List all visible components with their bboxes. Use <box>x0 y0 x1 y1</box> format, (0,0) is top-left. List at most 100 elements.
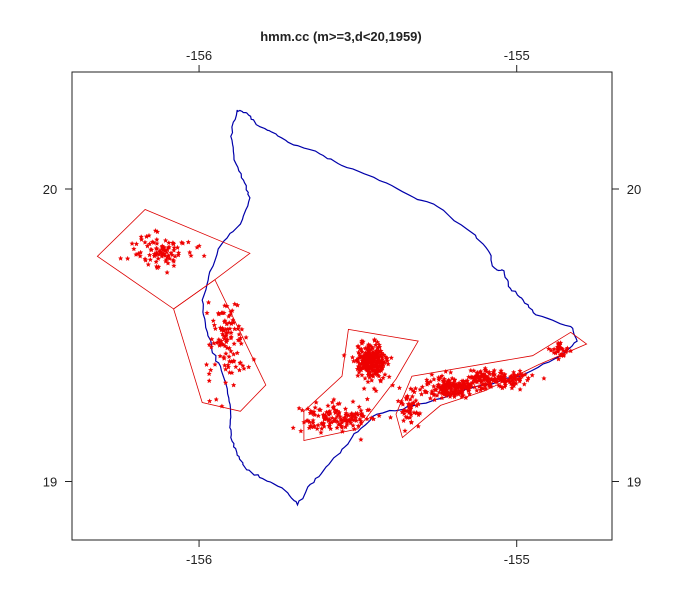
earthquake-marker <box>469 379 475 385</box>
earthquake-marker <box>436 389 442 395</box>
earthquake-marker <box>206 398 213 404</box>
earthquake-marker <box>427 395 433 401</box>
earthquake-marker <box>329 399 335 405</box>
earthquake-marker <box>153 251 159 257</box>
earthquake-marker <box>418 391 425 397</box>
earthquake-marker <box>388 355 394 361</box>
earthquake-marker <box>448 369 454 375</box>
earthquake-marker <box>246 364 252 370</box>
earthquake-marker <box>366 371 372 377</box>
earthquake-marker <box>415 412 422 418</box>
earthquake-marker <box>431 391 437 397</box>
earthquake-marker <box>201 253 207 259</box>
earthquake-marker <box>311 423 318 429</box>
earthquake-marker <box>449 375 455 381</box>
earthquake-marker <box>222 362 228 368</box>
earthquake-marker <box>493 377 499 383</box>
earthquake-marker <box>306 419 313 425</box>
earthquake-marker <box>238 340 244 346</box>
earthquake-marker <box>341 415 347 421</box>
earthquake-marker <box>358 436 364 442</box>
earthquake-marker <box>384 358 391 364</box>
earthquake-marker <box>203 361 210 367</box>
earthquake-marker <box>316 406 322 413</box>
earthquake-marker <box>236 323 242 329</box>
earthquake-marker <box>163 258 169 264</box>
earthquake-marker <box>310 417 316 423</box>
earthquake-marker <box>373 388 379 394</box>
earthquake-marker <box>299 407 305 413</box>
earthquake-marker <box>522 371 528 377</box>
earthquake-marker <box>358 411 365 417</box>
earthquake-marker <box>371 385 377 391</box>
earthquake-marker <box>339 428 346 434</box>
earthquake-marker <box>356 351 363 357</box>
earthquake-marker <box>231 357 237 364</box>
earthquake-marker <box>525 375 531 381</box>
earthquake-marker <box>380 362 387 368</box>
earthquake-marker <box>228 348 234 354</box>
earthquake-marker <box>371 336 378 342</box>
earthquake-marker <box>481 376 488 382</box>
earthquake-marker <box>355 372 361 379</box>
earthquake-marker <box>406 410 412 416</box>
earthquake-marker <box>231 382 237 388</box>
earthquake-events-layer <box>118 227 574 442</box>
earthquake-marker <box>315 422 321 428</box>
earthquake-marker <box>217 324 224 331</box>
earthquake-marker <box>456 382 462 388</box>
earthquake-marker <box>226 320 232 326</box>
earthquake-marker <box>178 239 185 245</box>
earthquake-marker <box>144 243 151 249</box>
x-tick-label-bottom: -155 <box>504 552 530 567</box>
earthquake-marker <box>343 411 350 417</box>
earthquake-marker <box>329 415 335 421</box>
x-tick-label-top: -156 <box>186 48 212 63</box>
earthquake-marker <box>296 405 302 411</box>
earthquake-marker <box>548 347 554 353</box>
earthquake-marker <box>557 352 563 358</box>
earthquake-marker <box>359 349 365 355</box>
earthquake-marker <box>471 368 477 374</box>
earthquake-marker <box>236 367 243 373</box>
earthquake-marker <box>155 255 161 261</box>
earthquake-marker <box>162 247 168 253</box>
earthquake-marker <box>439 373 445 379</box>
earthquake-marker <box>347 416 353 422</box>
earthquake-marker <box>228 309 234 315</box>
earthquake-marker <box>231 341 237 347</box>
earthquake-marker <box>185 239 191 245</box>
earthquake-marker <box>328 426 334 432</box>
earthquake-marker <box>146 252 153 258</box>
earthquake-marker <box>356 369 362 375</box>
earthquake-marker <box>137 253 143 259</box>
earthquake-marker <box>312 404 318 410</box>
earthquake-marker <box>434 392 440 398</box>
earthquake-marker <box>228 329 234 336</box>
earthquake-marker <box>546 346 552 352</box>
earthquake-marker <box>496 383 502 389</box>
earthquake-marker <box>154 236 160 242</box>
earthquake-marker <box>223 337 230 343</box>
earthquake-marker <box>235 337 241 343</box>
earthquake-marker <box>135 250 141 256</box>
earthquake-marker <box>417 386 423 392</box>
earthquake-marker <box>361 360 367 366</box>
earthquake-marker <box>358 420 364 426</box>
earthquake-marker <box>555 356 562 362</box>
earthquake-marker <box>175 252 182 258</box>
earthquake-marker <box>413 397 419 403</box>
earthquake-marker <box>362 375 368 381</box>
earthquake-marker <box>463 395 469 401</box>
earthquake-marker <box>369 363 376 369</box>
earthquake-marker <box>196 243 202 249</box>
earthquake-marker <box>517 368 523 374</box>
earthquake-marker <box>236 331 242 337</box>
earthquake-marker <box>332 407 338 413</box>
earthquake-marker <box>363 366 370 372</box>
earthquake-marker <box>555 349 561 355</box>
earthquake-marker <box>331 403 337 410</box>
earthquake-marker <box>466 381 472 387</box>
earthquake-marker <box>334 425 340 431</box>
earthquake-marker <box>220 341 226 348</box>
